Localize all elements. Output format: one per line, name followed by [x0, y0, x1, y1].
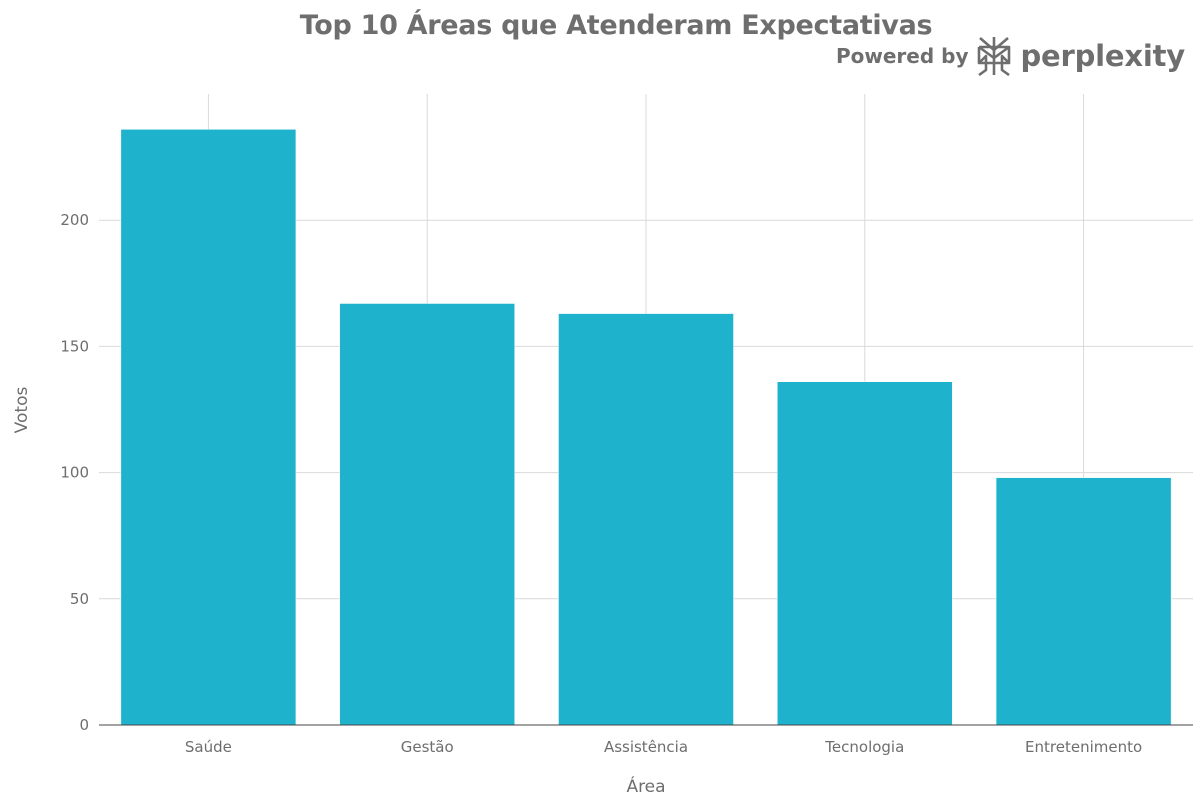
bars — [120, 129, 1172, 726]
brand-prefix: Powered by — [835, 44, 969, 68]
bar — [777, 381, 953, 726]
perplexity-logo-icon — [978, 37, 1011, 76]
x-tick-label: Assistência — [604, 738, 688, 756]
brand-name: perplexity — [1020, 39, 1185, 73]
chart-title: Top 10 Áreas que Atenderam Expectativas — [299, 10, 933, 41]
y-tick-label: 200 — [60, 211, 89, 229]
x-axis-title: Área — [626, 775, 665, 794]
x-tick-label: Saúde — [185, 738, 232, 756]
y-tick-label: 50 — [70, 590, 89, 608]
x-tick-label: Entretenimento — [1025, 738, 1142, 756]
powered-by-brand: Powered by perplexity — [836, 36, 1185, 76]
bar — [120, 129, 297, 726]
bar — [558, 313, 734, 726]
x-tick-label: Gestão — [401, 738, 454, 756]
x-tick-label: Tecnologia — [824, 738, 904, 756]
y-axis-title: Votos — [12, 387, 32, 434]
bar — [339, 303, 515, 726]
axes: 0 50 100 150 200 Saúde Gestão Assistência Tecnol… — [60, 211, 1193, 756]
y-tick-label: 100 — [60, 464, 89, 482]
y-tick-label: 0 — [79, 716, 89, 734]
y-tick-label: 150 — [60, 337, 89, 355]
bar — [995, 477, 1172, 726]
